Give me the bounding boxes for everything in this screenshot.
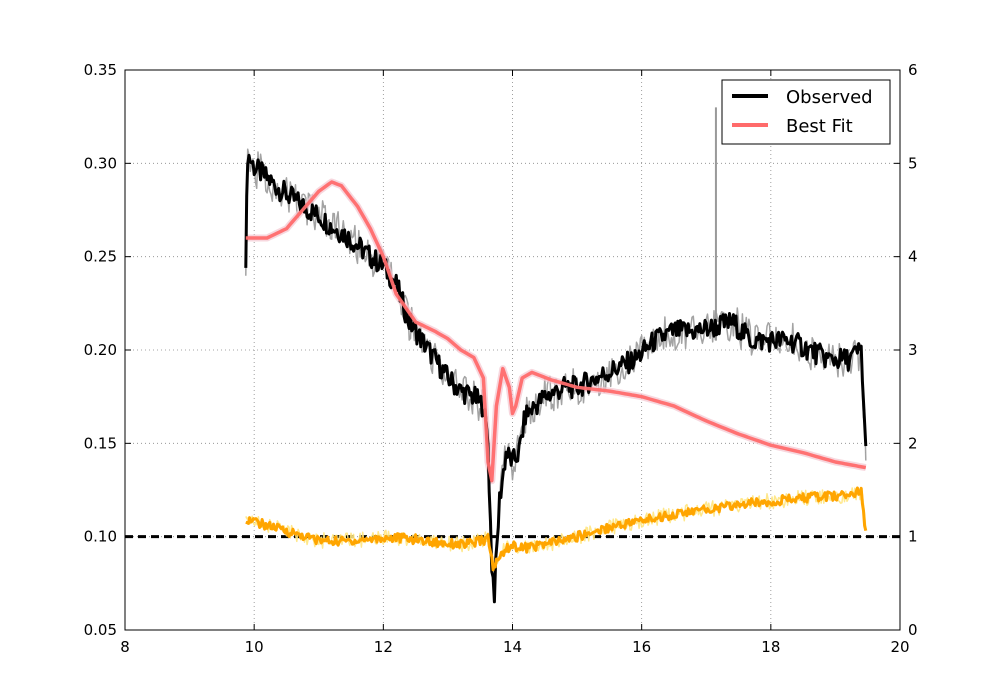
y2-tick-label: 5	[908, 154, 918, 172]
y-tick-label: 0.05	[84, 621, 117, 639]
y-tick-label: 0.20	[84, 341, 117, 359]
x-tick-label: 8	[120, 638, 130, 656]
legend-label-best-fit: Best Fit	[786, 116, 853, 137]
x-tick-label: 18	[761, 638, 780, 656]
x-tick-label: 14	[503, 638, 522, 656]
y2-tick-label: 3	[908, 341, 918, 359]
y2-tick-label: 4	[908, 248, 918, 266]
legend: Observed Best Fit	[722, 80, 890, 144]
y-tick-label: 0.25	[84, 248, 117, 266]
x-tick-label: 20	[890, 638, 909, 656]
y-tick-label: 0.30	[84, 154, 117, 172]
x-tick-label: 16	[632, 638, 651, 656]
x-tick-label: 10	[245, 638, 264, 656]
y2-tick-label: 0	[908, 621, 918, 639]
y2-tick-label: 2	[908, 434, 918, 452]
y2-tick-label: 1	[908, 528, 918, 546]
legend-label-observed: Observed	[786, 87, 873, 108]
y-tick-label: 0.10	[84, 528, 117, 546]
y-tick-label: 0.15	[84, 434, 117, 452]
y-tick-label: 0.35	[84, 61, 117, 79]
y2-tick-label: 6	[908, 61, 918, 79]
x-tick-label: 12	[374, 638, 393, 656]
